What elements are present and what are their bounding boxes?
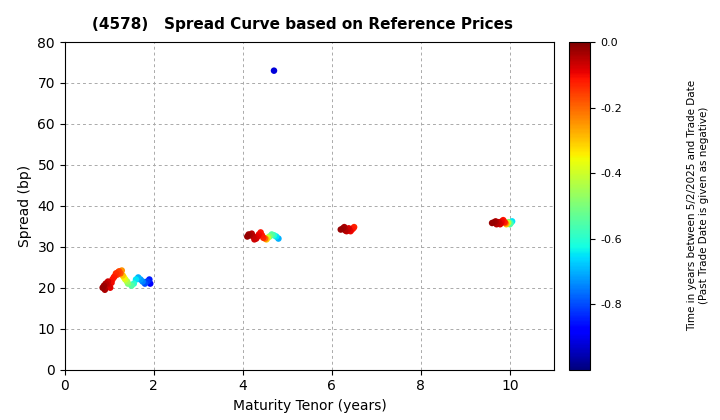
- Point: [130, 276, 142, 283]
- Point: [143, 276, 155, 283]
- Point: [122, 280, 134, 287]
- Point: [113, 268, 125, 275]
- Point: [503, 219, 514, 226]
- Point: [337, 225, 348, 232]
- Point: [126, 282, 138, 289]
- Point: [251, 235, 262, 242]
- Point: [495, 221, 506, 228]
- Point: [97, 284, 109, 291]
- Point: [498, 217, 509, 223]
- Point: [108, 274, 120, 281]
- Point: [141, 278, 153, 285]
- Point: [243, 231, 254, 238]
- Point: [109, 273, 120, 280]
- Point: [104, 283, 115, 290]
- Point: [499, 219, 510, 226]
- Point: [489, 219, 500, 226]
- Point: [269, 232, 280, 239]
- Point: [139, 280, 150, 287]
- Point: [244, 232, 256, 239]
- Point: [344, 227, 356, 234]
- Point: [343, 225, 354, 232]
- Point: [341, 228, 352, 234]
- Point: [116, 267, 127, 274]
- Point: [504, 221, 516, 228]
- Point: [346, 226, 358, 233]
- Point: [500, 220, 511, 226]
- Point: [110, 270, 122, 277]
- Point: [262, 234, 274, 241]
- Point: [145, 280, 156, 287]
- Point: [339, 227, 351, 234]
- Point: [348, 225, 359, 232]
- Point: [100, 280, 112, 287]
- Point: [122, 278, 133, 285]
- Point: [495, 220, 507, 226]
- Point: [137, 278, 148, 285]
- Point: [112, 269, 124, 276]
- Point: [120, 276, 131, 283]
- Text: (4578)   Spread Curve based on Reference Prices: (4578) Spread Curve based on Reference P…: [92, 17, 513, 32]
- Point: [107, 276, 118, 283]
- Point: [338, 224, 350, 231]
- Point: [496, 218, 508, 225]
- Point: [256, 232, 268, 239]
- Point: [255, 229, 266, 236]
- Point: [128, 280, 140, 287]
- Point: [132, 274, 144, 281]
- Point: [269, 67, 280, 74]
- Point: [102, 278, 114, 285]
- Point: [493, 219, 505, 226]
- Point: [490, 218, 501, 225]
- Point: [266, 231, 277, 238]
- Point: [502, 220, 513, 226]
- Point: [348, 224, 360, 231]
- Point: [246, 230, 258, 237]
- Point: [248, 236, 260, 243]
- Y-axis label: Spread (bp): Spread (bp): [18, 165, 32, 247]
- Point: [259, 235, 271, 242]
- Point: [104, 284, 116, 291]
- Point: [117, 272, 128, 279]
- Point: [345, 228, 356, 234]
- Point: [505, 220, 516, 226]
- Point: [252, 233, 264, 240]
- Point: [135, 276, 146, 283]
- Point: [253, 231, 265, 238]
- Point: [114, 270, 126, 277]
- Point: [112, 271, 123, 278]
- Point: [106, 279, 117, 286]
- Point: [98, 282, 109, 289]
- Point: [506, 218, 518, 225]
- Point: [264, 233, 275, 240]
- Point: [335, 226, 346, 233]
- Point: [271, 233, 282, 240]
- Point: [258, 234, 269, 241]
- X-axis label: Maturity Tenor (years): Maturity Tenor (years): [233, 399, 387, 413]
- Point: [491, 221, 503, 228]
- Point: [342, 226, 354, 233]
- Point: [118, 274, 130, 281]
- Point: [99, 286, 111, 293]
- Point: [500, 221, 512, 228]
- Point: [261, 236, 272, 243]
- Point: [102, 281, 113, 288]
- Point: [241, 233, 253, 240]
- Point: [273, 235, 284, 242]
- Point: [486, 220, 498, 226]
- Y-axis label: Time in years between 5/2/2025 and Trade Date
(Past Trade Date is given as negat: Time in years between 5/2/2025 and Trade…: [688, 80, 709, 331]
- Point: [247, 233, 258, 240]
- Point: [492, 220, 503, 226]
